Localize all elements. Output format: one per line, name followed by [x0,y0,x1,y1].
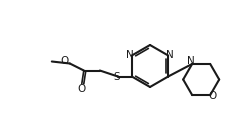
Text: N: N [187,56,195,66]
Text: O: O [61,56,69,66]
Text: N: N [166,50,174,60]
Text: O: O [78,84,86,94]
Text: O: O [208,91,216,101]
Text: N: N [126,50,134,60]
Text: S: S [113,72,120,82]
